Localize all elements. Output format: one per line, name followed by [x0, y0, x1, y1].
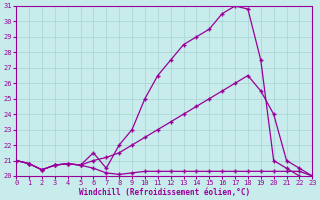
X-axis label: Windchill (Refroidissement éolien,°C): Windchill (Refroidissement éolien,°C) [79, 188, 250, 197]
